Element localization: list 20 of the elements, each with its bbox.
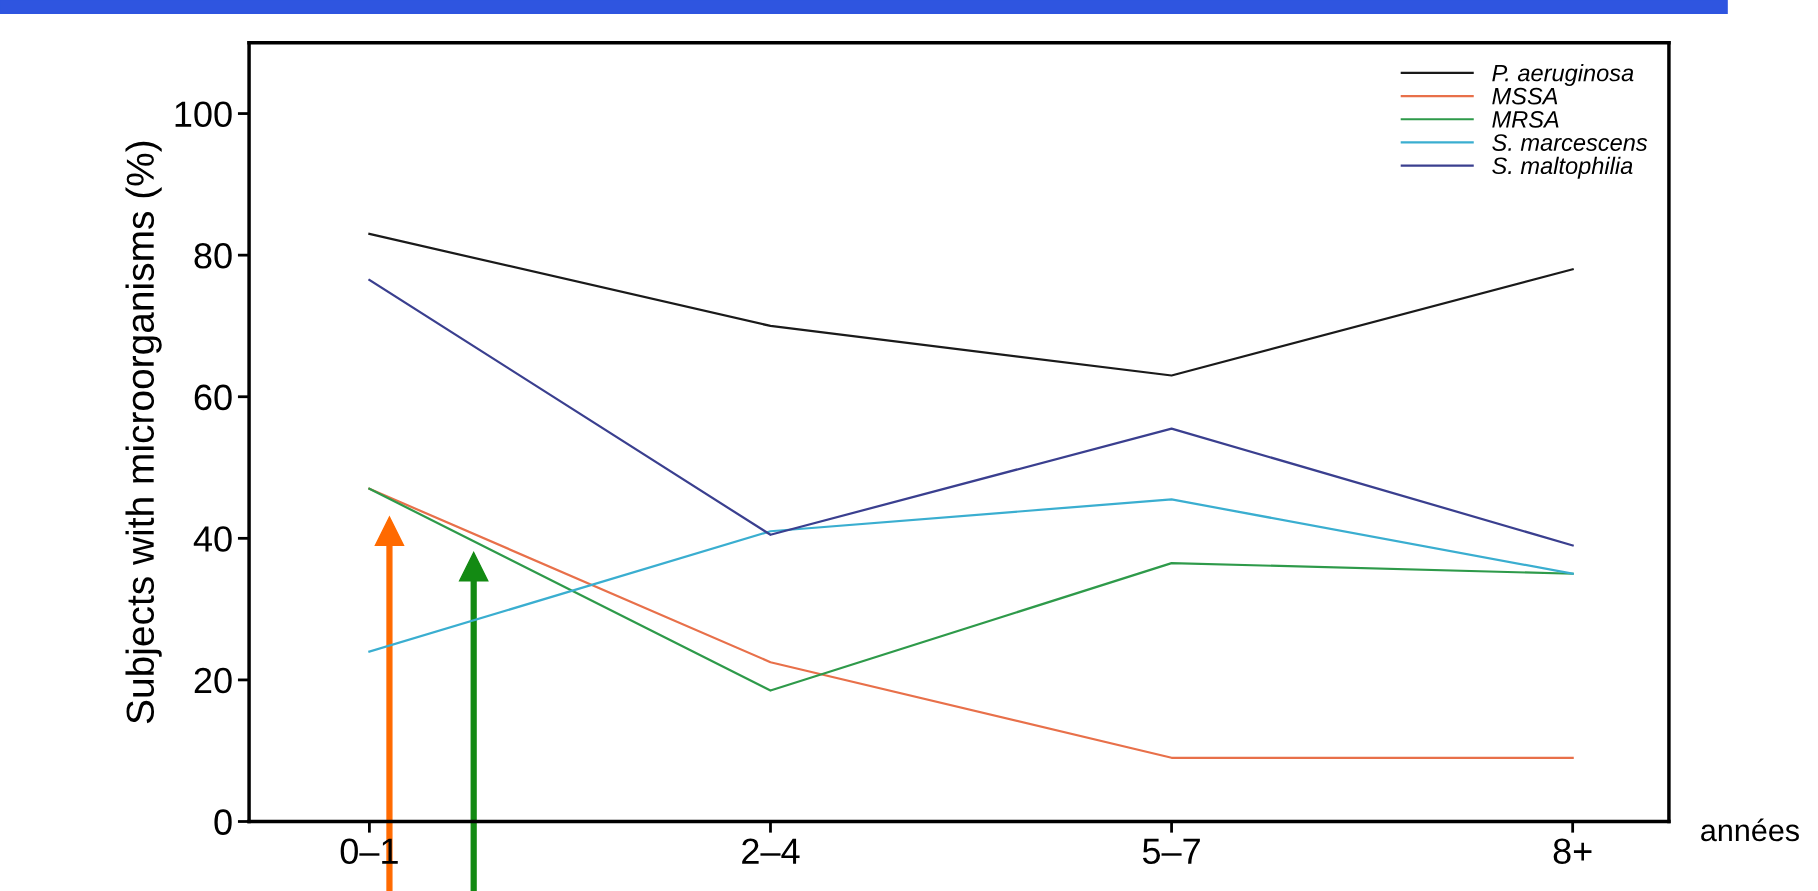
y-tick-label: 40 <box>193 526 232 552</box>
y-tick-label: 80 <box>194 243 232 269</box>
text: années <box>1701 818 1799 842</box>
legend-label: MRSA <box>1492 111 1559 128</box>
line-series <box>368 232 1574 377</box>
y-tick-label: 0 <box>214 809 232 835</box>
y-axis-title: Subjects with microorganisms (%) <box>125 141 162 724</box>
y-tick-label: 60 <box>194 384 232 411</box>
x-tick-label: 2–4 <box>742 838 800 864</box>
x-tick-label: 5–7 <box>1142 838 1200 864</box>
x-tick-label: 8+ <box>1553 838 1592 864</box>
y-tick-label: 100 <box>175 101 232 127</box>
y-tick-label: 20 <box>194 667 232 694</box>
legend-label: S. marcescens <box>1492 134 1648 151</box>
line-series <box>368 487 1574 692</box>
legend-label: P. aeruginosa <box>1492 64 1634 87</box>
line-series <box>368 278 1574 547</box>
line-series <box>368 498 1574 653</box>
legend-label: MSSA <box>1492 87 1558 105</box>
legend-label: S. maltophilia <box>1492 156 1633 179</box>
